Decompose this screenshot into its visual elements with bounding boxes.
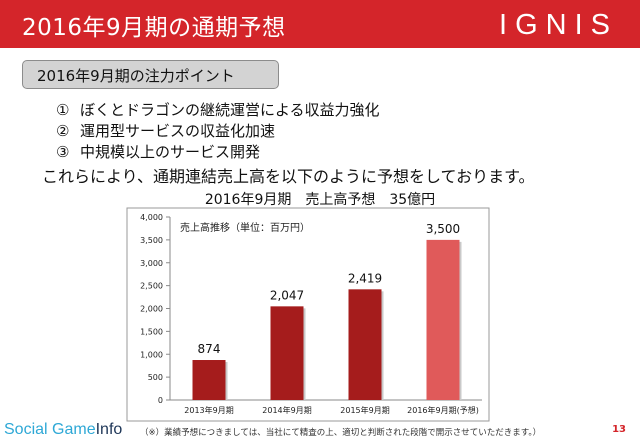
y-tick-label: 4,000 xyxy=(140,213,163,222)
data-label: 2,419 xyxy=(348,271,382,285)
data-label: 3,500 xyxy=(426,222,460,236)
y-tick-label: 2,500 xyxy=(140,282,163,291)
x-tick-label: 2013年9月期 xyxy=(184,405,233,415)
chart-bar-shadow xyxy=(225,362,228,400)
chart-bar xyxy=(192,360,226,400)
header-bar: 2016年9月期の通期予想 IGNIS xyxy=(0,0,640,48)
point-text: 中規模以上のサービス開発 xyxy=(80,143,261,161)
list-item: ② 運用型サービスの収益化加速 xyxy=(56,121,380,142)
y-tick-label: 1,500 xyxy=(140,327,163,336)
chart-bar-shadow xyxy=(459,241,462,400)
section-heading: 2016年9月期の注力ポイント xyxy=(37,67,235,85)
data-label: 874 xyxy=(198,342,221,356)
y-tick-label: 1,000 xyxy=(140,350,163,359)
page-number: 13 xyxy=(612,424,626,435)
y-tick-label: 3,000 xyxy=(140,259,163,268)
y-tick-label: 2,000 xyxy=(140,305,163,314)
chart-title: 売上高推移（単位：百万円） xyxy=(180,221,310,234)
chart-bar-shadow xyxy=(381,291,384,400)
point-number: ② xyxy=(56,122,70,140)
footer-brand: Social GameInfo xyxy=(4,421,122,439)
brand-text-accent: Info xyxy=(95,421,123,438)
y-tick-label: 500 xyxy=(148,373,163,382)
page-title: 2016年9月期の通期予想 xyxy=(22,15,286,41)
list-item: ① ぼくとドラゴンの継続運営による収益力強化 xyxy=(56,100,380,121)
chart-bar xyxy=(426,239,460,400)
point-number: ③ xyxy=(56,143,70,161)
brand-text: Social Game xyxy=(4,421,96,438)
point-text: 運用型サービスの収益化加速 xyxy=(80,122,276,140)
footnote: （※）業績予想につきましては、当社にて精査の上、適切と判断された段階で開示させて… xyxy=(140,428,542,438)
forecast-headline: 2016年9月期 売上高予想 35億円 xyxy=(204,192,436,208)
y-tick-label: 3,500 xyxy=(140,236,163,245)
point-text: ぼくとドラゴンの継続運営による収益力強化 xyxy=(80,101,380,119)
data-label: 2,047 xyxy=(270,288,304,302)
chart-bar xyxy=(270,306,304,400)
y-tick-label: 0 xyxy=(158,396,163,405)
company-logo: IGNIS xyxy=(499,9,618,41)
x-tick-label: 2014年9月期 xyxy=(262,405,311,415)
summary-text: これらにより、通期連結売上高を以下のように予想をしております。 xyxy=(42,167,535,186)
chart-bar xyxy=(348,289,382,400)
section-heading-box: 2016年9月期の注力ポイント xyxy=(22,60,279,89)
x-tick-label: 2016年9月期(予想) xyxy=(407,405,479,415)
chart-bar-shadow xyxy=(303,308,306,400)
x-tick-label: 2015年9月期 xyxy=(340,405,389,415)
list-item: ③ 中規模以上のサービス開発 xyxy=(56,142,380,163)
focus-points-list: ① ぼくとドラゴンの継続運営による収益力強化 ② 運用型サービスの収益化加速 ③ 中規… xyxy=(56,100,380,163)
point-number: ① xyxy=(56,101,70,119)
